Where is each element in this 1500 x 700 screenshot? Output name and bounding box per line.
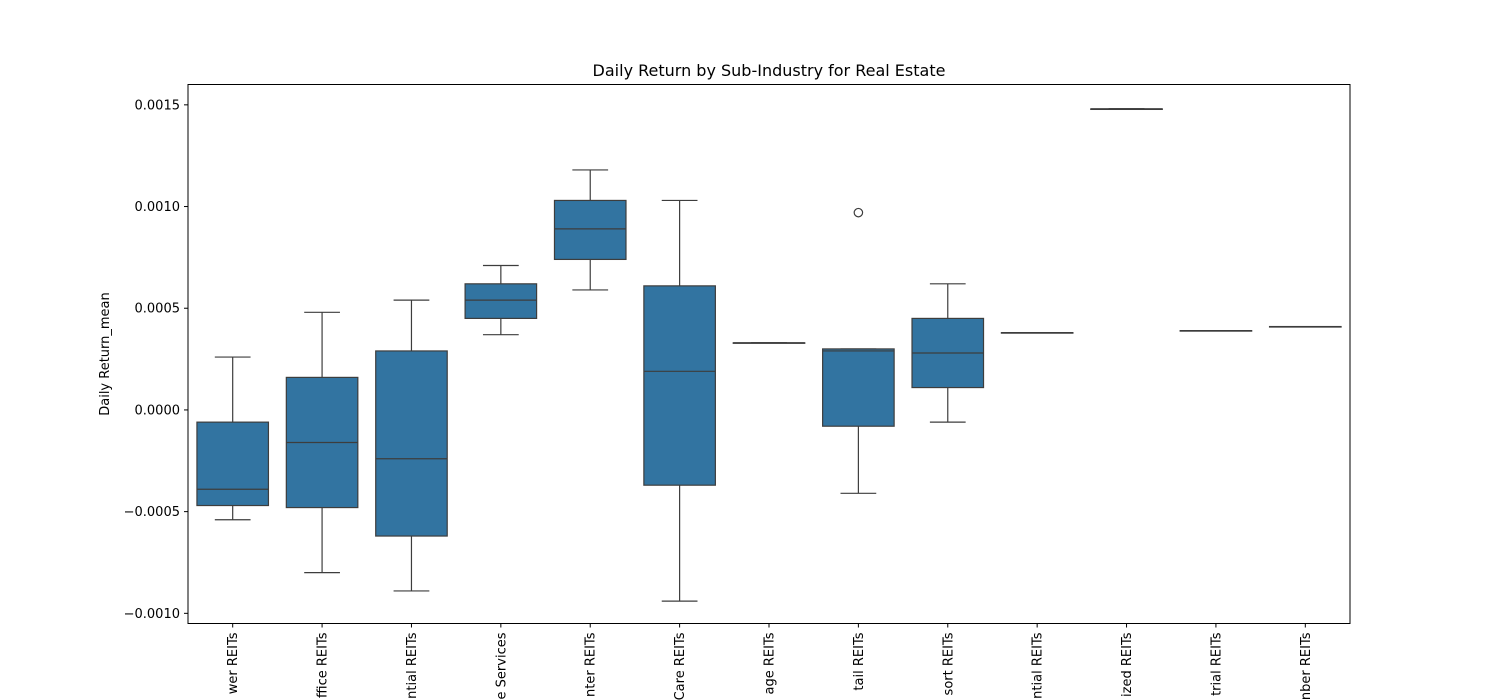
outlier-point (853, 207, 864, 218)
y-tick-label: −0.0010 (124, 607, 180, 622)
x-tick-label: age REITs (763, 632, 778, 694)
x-tick-label: ntial REITs (405, 632, 420, 699)
y-tick-label: 0.0015 (135, 98, 181, 113)
y-tick-label: −0.0005 (124, 505, 180, 520)
x-tick-label: Care REITs (673, 632, 688, 700)
x-tick-label: sort REITs (941, 632, 956, 695)
plot-frame (187, 84, 1351, 624)
box (196, 421, 270, 507)
x-tick-label: nter REITs (584, 632, 599, 697)
x-tick-label: wer REITs (226, 632, 241, 694)
box (464, 283, 538, 320)
x-tick-label: trial REITs (1209, 632, 1224, 696)
box (822, 348, 895, 427)
box (553, 199, 627, 261)
x-tick-label: tail REITs (852, 632, 867, 690)
plot-area: −0.0010 −0.0005 0.0000 0.0005 0.0010 0.0015 we… (124, 98, 1342, 700)
y-tick-label: 0.0000 (135, 403, 181, 418)
x-tick-label: ntial REITs (1031, 632, 1046, 699)
box (643, 285, 716, 486)
box (375, 350, 448, 537)
x-tick-label: ized REITs (1120, 632, 1135, 697)
y-axis-label: Daily Return_mean (98, 292, 113, 416)
chart-title: Daily Return by Sub-Industry for Real Es… (593, 61, 946, 80)
x-tick-label: nber REITs (1299, 632, 1314, 700)
y-tick-label: 0.0010 (135, 200, 181, 215)
x-tick-label: ffice REITs (316, 632, 331, 698)
y-tick-label: 0.0005 (135, 302, 181, 317)
x-tick-label: e Services (494, 632, 509, 699)
